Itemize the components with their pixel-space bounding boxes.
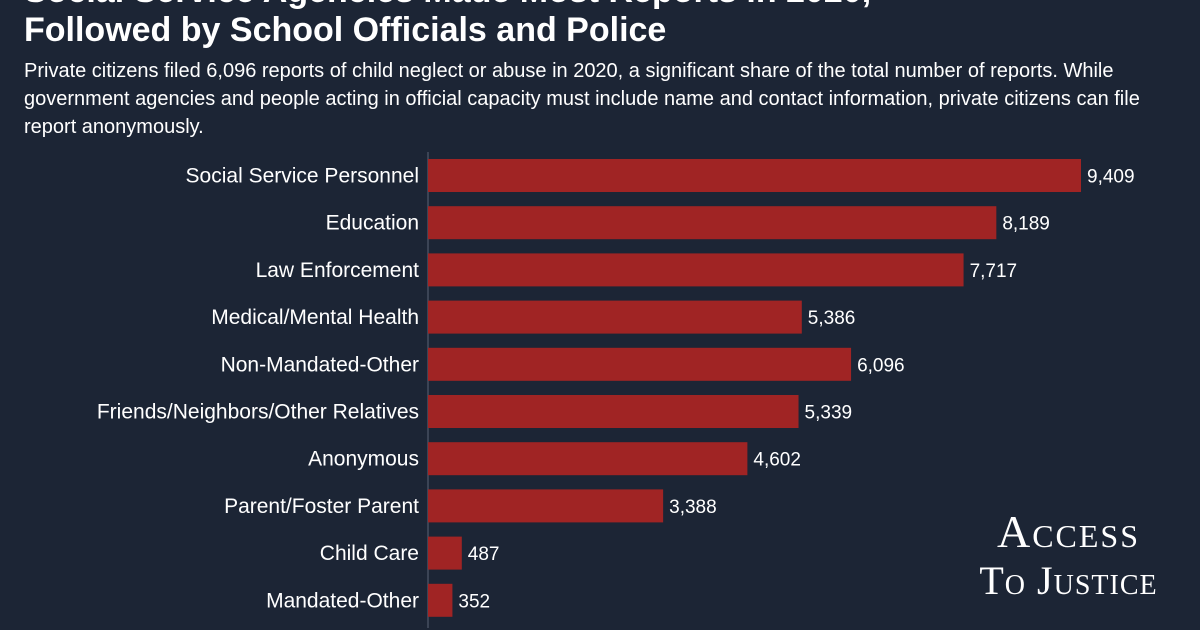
bar [428,442,748,476]
value-label: 4,602 [753,450,801,471]
category-label: Parent/Foster Parent [224,495,419,518]
bar [428,300,802,334]
bar [428,583,453,617]
logo-line-1: Access [996,506,1141,557]
bar [428,536,462,570]
access-to-justice-logo: Access To Justice [966,508,1171,606]
value-label: 352 [458,591,490,612]
value-label: 8,189 [1002,214,1050,235]
bar [428,395,799,428]
value-label: 6,096 [857,355,905,376]
value-label: 487 [468,544,500,565]
logo-line-2: To Justice [979,558,1158,603]
bar [428,347,852,381]
value-label: 5,386 [808,308,856,329]
bar [428,206,997,240]
category-label: Medical/Mental Health [211,306,419,329]
chart-title-line-1: Social Service Agencies Made Most Report… [24,0,1194,10]
value-label: 3,388 [669,497,717,518]
value-label: 5,339 [805,403,853,424]
category-label: Child Care [320,542,419,565]
bar [428,489,664,523]
chart-subtitle: Private citizens filed 6,096 reports of … [24,60,1140,138]
bar [428,253,964,287]
chart-title: Followed by School Officials and Police [24,11,667,49]
category-label: Social Service Personnel [186,165,419,188]
category-label: Anonymous [308,448,419,471]
category-label: Law Enforcement [256,259,420,282]
category-label: Mandated-Other [266,589,419,612]
category-label: Education [326,212,419,235]
category-label: Non-Mandated-Other [221,353,419,376]
value-label: 9,409 [1087,167,1135,188]
bar [428,159,1081,192]
value-label: 7,717 [970,261,1018,282]
category-label: Friends/Neighbors/Other Relatives [97,401,419,424]
